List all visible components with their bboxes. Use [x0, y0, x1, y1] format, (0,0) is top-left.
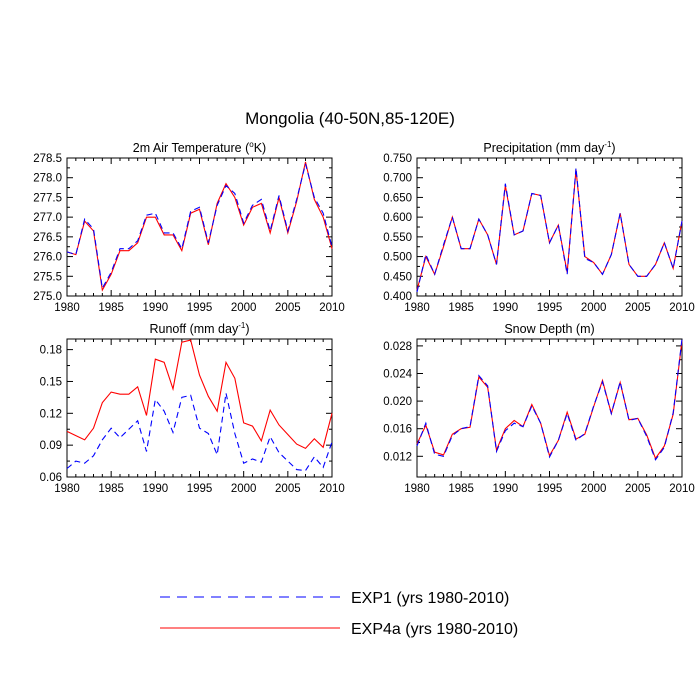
- x-tick-label: 2005: [275, 483, 301, 495]
- x-tick-label: 1980: [54, 302, 80, 314]
- y-tick-label: 0.020: [383, 396, 412, 408]
- panel-title-main: Precipitation (mm day: [483, 141, 605, 155]
- x-tick-label: 2010: [319, 302, 345, 314]
- y-tick-label: 0.15: [40, 376, 62, 388]
- x-tick-label: 1995: [537, 302, 563, 314]
- y-tick-label: 275.5: [33, 271, 62, 283]
- y-tick-label: 0.12: [40, 408, 62, 420]
- x-tick-label: 1985: [448, 483, 474, 495]
- y-tick-label: 0.024: [383, 369, 412, 381]
- x-tick-label: 1985: [98, 302, 124, 314]
- y-tick-label: 277.5: [33, 192, 62, 204]
- panel-title-main: 2m Air Temperature (: [133, 141, 250, 155]
- x-tick-label: 2010: [319, 483, 345, 495]
- x-tick-label: 1980: [404, 483, 430, 495]
- x-tick-label: 2010: [669, 483, 695, 495]
- plot-frame: [66, 157, 333, 297]
- panel-title-main: Snow Depth (m): [504, 322, 594, 336]
- y-tick-label: 278.5: [33, 153, 62, 165]
- y-tick-label: 0.09: [40, 440, 62, 452]
- series-line-exp1: [416, 167, 683, 293]
- x-tick-label: 2005: [275, 302, 301, 314]
- plot-frame: [416, 157, 683, 297]
- y-tick-label: 0.500: [383, 252, 412, 264]
- legend: EXP1 (yrs 1980-2010) EXP4a (yrs 1980-201…: [160, 590, 518, 638]
- x-tick-label: 2005: [625, 302, 651, 314]
- plot-frame: [66, 338, 333, 478]
- x-tick-label: 1990: [493, 302, 519, 314]
- x-tick-label: 2000: [581, 302, 607, 314]
- panel-title: 2m Air Temperature (oK): [133, 140, 266, 155]
- panel-title: Snow Depth (m): [504, 322, 594, 336]
- series-line-exp1: [66, 393, 333, 472]
- y-tick-label: 276.0: [33, 252, 62, 264]
- panel-snow-depth: Snow Depth (m) 1980 1985 1990 1995 2000 2005 20…: [383, 322, 695, 495]
- y-tick-label: 0.06: [40, 472, 62, 484]
- panel-runoff: Runoff (mm day-1) 1980 1985 1990 1995 2000 200…: [40, 321, 345, 495]
- series-line-exp1: [66, 163, 333, 290]
- x-tick-label: 1980: [54, 483, 80, 495]
- x-tick-label: 2000: [231, 302, 257, 314]
- panel-title-suffix: ): [611, 141, 615, 155]
- y-tick-label: 0.028: [383, 341, 412, 353]
- panel-title-superscript: o: [249, 140, 254, 149]
- x-tick-label: 1980: [404, 302, 430, 314]
- y-tick-label: 0.016: [383, 424, 412, 436]
- panel-title: Precipitation (mm day-1): [483, 140, 615, 155]
- panel-title-suffix: ): [245, 322, 249, 336]
- y-tick-label: 0.750: [383, 153, 412, 165]
- y-tick-label: 0.600: [383, 212, 412, 224]
- panel-title-superscript: -1: [604, 140, 612, 149]
- series-line-exp1: [416, 338, 683, 461]
- series-line-exp4a: [66, 161, 333, 292]
- panel-title-main: Runoff (mm day: [150, 322, 239, 336]
- panel-title-superscript: -1: [238, 321, 246, 330]
- y-tick-label: 277.0: [33, 212, 62, 224]
- panel-precipitation: Precipitation (mm day-1) 1980 1985 1990 1995…: [383, 140, 695, 314]
- figure-title: Mongolia (40-50N,85-120E): [245, 109, 455, 128]
- y-tick-label: 0.700: [383, 173, 412, 185]
- series-line-exp4a: [416, 340, 683, 460]
- x-tick-label: 1995: [187, 483, 213, 495]
- series-line-exp4a: [66, 339, 333, 450]
- panel-title: Runoff (mm day-1): [150, 321, 250, 336]
- y-tick-label: 0.012: [383, 451, 412, 463]
- x-tick-label: 1985: [98, 483, 124, 495]
- y-tick-label: 0.18: [40, 345, 62, 357]
- legend-label-exp4a: EXP4a (yrs 1980-2010): [351, 621, 518, 638]
- series-line-exp4a: [416, 169, 683, 291]
- x-tick-label: 1995: [187, 302, 213, 314]
- x-tick-label: 2005: [625, 483, 651, 495]
- x-tick-label: 2000: [581, 483, 607, 495]
- x-tick-label: 2000: [231, 483, 257, 495]
- y-tick-label: 275.0: [33, 291, 62, 303]
- y-tick-label: 0.450: [383, 271, 412, 283]
- panel-temperature: 2m Air Temperature (oK) 1980 1985 1990 1995 2…: [33, 140, 345, 314]
- x-tick-label: 2010: [669, 302, 695, 314]
- x-tick-label: 1990: [143, 302, 169, 314]
- x-tick-label: 1990: [143, 483, 169, 495]
- legend-label-exp1: EXP1 (yrs 1980-2010): [351, 590, 509, 607]
- y-tick-label: 276.5: [33, 232, 62, 244]
- y-tick-label: 278.0: [33, 173, 62, 185]
- y-tick-label: 0.650: [383, 192, 412, 204]
- y-tick-label: 0.550: [383, 232, 412, 244]
- y-tick-label: 0.400: [383, 291, 412, 303]
- x-tick-label: 1990: [493, 483, 519, 495]
- x-tick-label: 1995: [537, 483, 563, 495]
- panel-title-suffix: K): [254, 141, 267, 155]
- x-tick-label: 1985: [448, 302, 474, 314]
